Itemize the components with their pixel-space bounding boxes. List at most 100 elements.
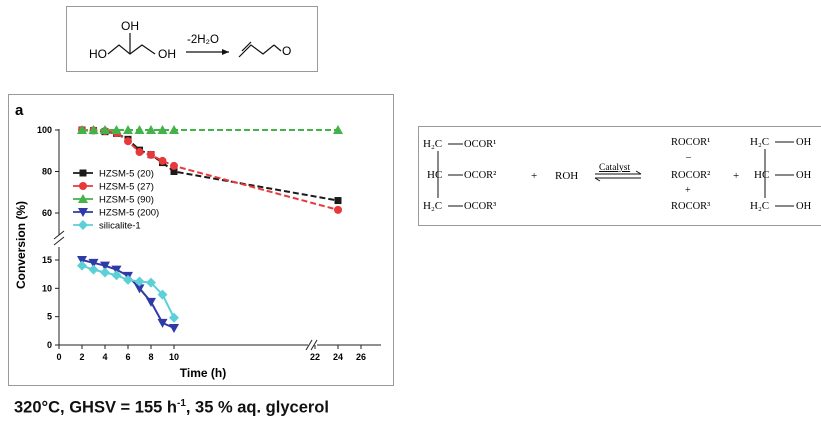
caption-exponent: -1 <box>176 398 186 409</box>
ester-1: ROCOR¹ <box>671 137 710 148</box>
legend-entry: HZSM-5 (90) <box>99 195 154 206</box>
data-point-triangle-down <box>146 297 156 307</box>
x-tick-label: 8 <box>148 352 153 362</box>
glycerol-group-2: OH <box>796 170 812 181</box>
data-point-square <box>170 168 178 175</box>
x-tick-label: 0 <box>56 352 61 362</box>
data-point-triangle-up <box>88 125 99 134</box>
data-point-triangle-up <box>123 125 133 134</box>
alcohol-label: ROH <box>555 170 578 182</box>
data-point-square <box>79 169 87 177</box>
x-tick-label: 24 <box>333 352 343 362</box>
glycerol-group-3: OH <box>796 201 812 212</box>
reactant-group-3: OCOR³ <box>464 201 496 212</box>
reactant-carbon-2: HC <box>427 169 442 181</box>
equilibrium-head-forward <box>635 170 642 175</box>
data-point-diamond <box>146 277 156 288</box>
legend-entry: HZSM-5 (27) <box>99 182 154 193</box>
data-point-triangle-down <box>169 324 179 333</box>
chart-series <box>77 125 343 333</box>
transesterification-svg: H₂C HC H₂C OCOR¹ OCOR² OCOR³ + ROH Catal… <box>423 136 812 212</box>
ester-separator-2: + <box>685 185 691 196</box>
reactant-carbon-1: H₂C <box>423 138 442 150</box>
x-tick-label: 22 <box>310 352 320 362</box>
data-point-square <box>334 197 342 205</box>
data-point-diamond <box>77 260 87 271</box>
y-axis-break-mark-1 <box>53 230 65 240</box>
legend-entry: HZSM-5 (20) <box>99 169 154 180</box>
glycerol-carbon-2: HC <box>754 169 769 181</box>
catalyst-label: Catalyst <box>599 163 630 173</box>
reactant-label-1: HO <box>89 47 107 61</box>
caption-prefix: 320°C, GHSV = 155 h <box>14 398 177 417</box>
x-tick-label: 6 <box>125 352 130 362</box>
x-tick-label: 4 <box>102 352 107 362</box>
y-tick-label: 15 <box>42 255 52 265</box>
reaction-conditions-caption: 320°C, GHSV = 155 h-1, 35 % aq. glycerol <box>14 398 329 418</box>
data-point-triangle-down <box>78 208 88 217</box>
y-tick-label: 100 <box>37 125 52 135</box>
acrolein-co-bond <box>273 44 282 52</box>
glycerol-carbon-3: H₂C <box>750 200 769 212</box>
y-tick-label: 10 <box>42 283 52 293</box>
data-point-circle <box>147 150 155 159</box>
reaction-condition: -2H₂O <box>187 34 219 46</box>
legend-entry: HZSM-5 (200) <box>99 208 159 219</box>
data-point-triangle-down <box>88 258 99 268</box>
equilibrium-head-reverse <box>594 177 601 182</box>
reactant-label-3: OH <box>158 47 176 61</box>
data-point-diamond <box>78 220 88 230</box>
glycerol-group-1: OH <box>796 137 812 148</box>
acrolein-double-bond <box>241 41 252 52</box>
legend-entry: silicalite-1 <box>99 221 141 232</box>
reaction-arrowhead <box>222 49 229 55</box>
glycerol-dehydration-svg: HO OH OH -2H₂O O <box>89 19 291 61</box>
data-point-diamond <box>111 270 122 281</box>
glycerol-carbon-1: H₂C <box>750 136 769 148</box>
data-point-triangle-down <box>111 265 122 275</box>
chart-legend: HZSM-5 (20) HZSM-5 (27) HZSM-5 (90) HZSM-5 … <box>73 169 159 232</box>
data-point-triangle-up <box>157 125 168 134</box>
data-point-circle <box>124 137 132 146</box>
data-point-triangle-up <box>333 125 343 134</box>
y-tick-label: 5 <box>47 312 52 322</box>
data-point-circle <box>79 182 87 190</box>
x-axis-break-mark-1 <box>305 339 313 351</box>
series-line-1 <box>81 129 339 202</box>
panel-label: a <box>15 102 24 119</box>
caption-suffix: , 35 % aq. glycerol <box>185 398 329 417</box>
data-point-triangle-up <box>77 125 87 134</box>
acrolein-skeleton <box>238 44 275 58</box>
reactant-group-2: OCOR² <box>464 170 496 181</box>
ester-3: ROCOR³ <box>671 201 710 212</box>
x-axis-break-mark-2 <box>310 339 318 351</box>
y-axis-break-mark-2 <box>53 236 65 246</box>
x-tick-label: 2 <box>79 352 84 362</box>
data-point-circle <box>135 147 144 156</box>
data-point-diamond <box>100 267 110 278</box>
x-tick-label: 26 <box>356 352 366 362</box>
data-point-diamond <box>88 264 99 275</box>
data-point-diamond <box>157 289 168 300</box>
glycerol-skeleton <box>107 44 156 55</box>
y-tick-label: 60 <box>42 208 52 218</box>
product-label: O <box>282 44 291 58</box>
x-tick-label: 10 <box>169 352 179 362</box>
ester-separator-1: – <box>685 152 692 163</box>
data-point-triangle-down <box>100 261 110 271</box>
reactant-label-2: OH <box>121 19 139 33</box>
data-point-diamond <box>134 276 145 287</box>
data-point-circle <box>170 161 178 170</box>
data-point-triangle-down <box>134 284 145 294</box>
data-point-triangle-down <box>77 256 87 265</box>
y-tick-label: 0 <box>47 340 52 350</box>
data-point-triangle-up <box>78 194 88 203</box>
data-point-triangle-up <box>100 125 110 134</box>
x-axis-label: Time (h) <box>180 366 226 380</box>
y-tick-label: 80 <box>42 167 52 177</box>
data-point-circle <box>158 156 167 165</box>
ester-2: ROCOR² <box>671 170 710 181</box>
plus-sign-2: + <box>733 170 739 182</box>
conversion-chart-panel: a 0 2 4 6 8 10 22 24 26 60 80 100 0 5 10 15 HZSM-5 (20)… <box>8 94 394 386</box>
